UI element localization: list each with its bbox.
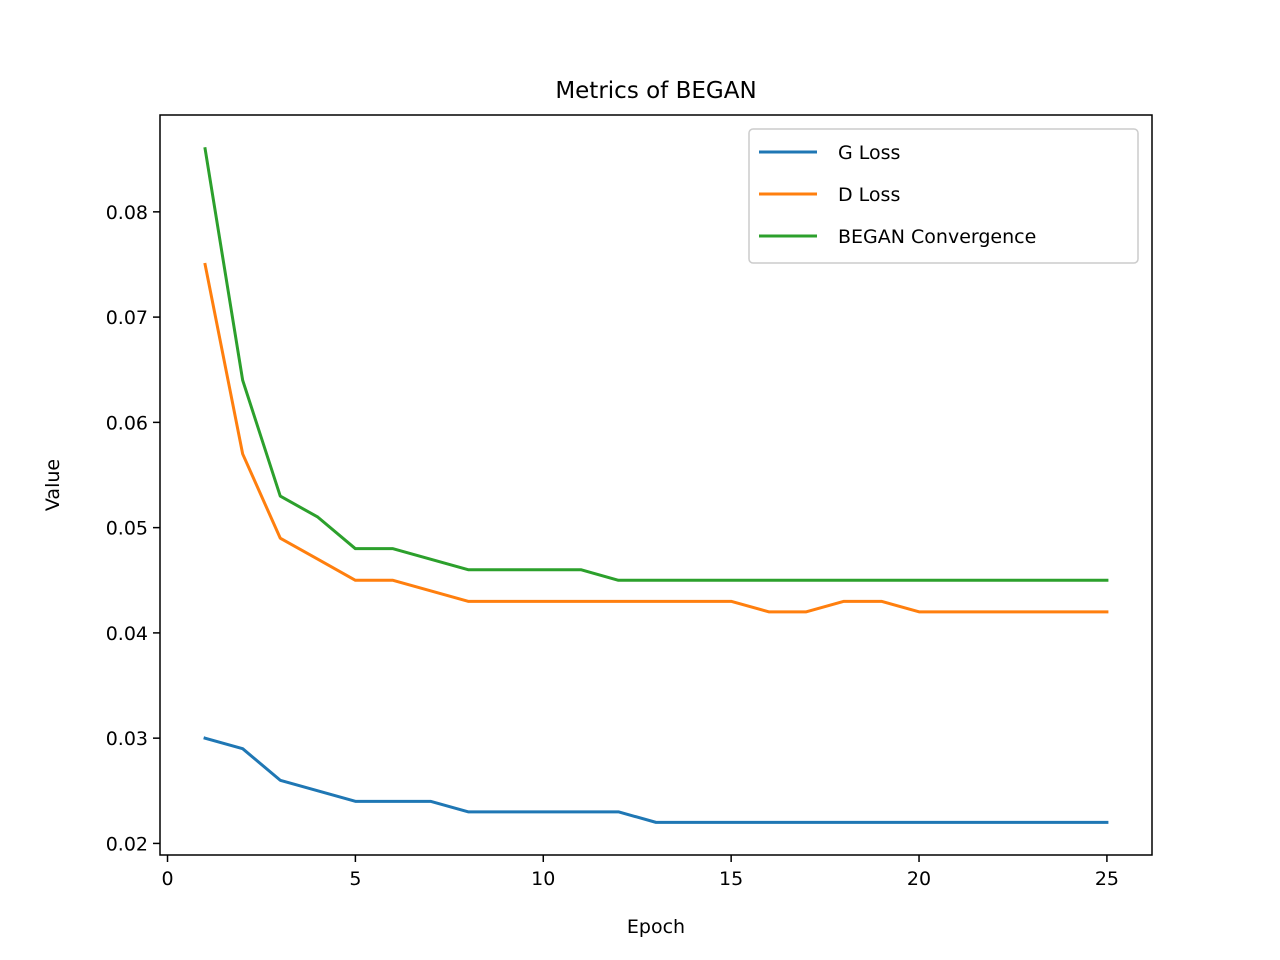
- legend-label-1: G Loss: [838, 142, 900, 164]
- x-tick-label: 25: [1095, 868, 1119, 890]
- x-tick-label: 20: [907, 868, 931, 890]
- legend: G Loss D Loss BEGAN Convergence: [748, 128, 1139, 264]
- y-tick-label: 0.04: [106, 623, 148, 645]
- series-line-2: [203, 262, 1109, 614]
- x-tick-label: 5: [349, 868, 361, 890]
- axis-ticks: 0 5 10 15 20 25 0.02 0.03 0.04 0.05 0.06 0.07 0.08: [106, 202, 1119, 890]
- legend-box: [748, 128, 1139, 264]
- x-tick-label: 15: [719, 868, 743, 890]
- y-tick-label: 0.06: [106, 412, 148, 434]
- x-tick-label: 0: [161, 868, 173, 890]
- y-tick-label: 0.02: [106, 833, 148, 855]
- legend-label-2: D Loss: [838, 184, 900, 206]
- y-tick-label: 0.08: [106, 202, 148, 224]
- x-axis-label: Epoch: [627, 916, 685, 938]
- axes-frame: [159, 114, 1153, 856]
- y-tick-label: 0.05: [106, 518, 148, 540]
- y-axis-label: Value: [42, 459, 64, 511]
- y-tick-label: 0.07: [106, 307, 148, 329]
- chart-title: Metrics of BEGAN: [555, 78, 756, 104]
- series-line-1: [203, 736, 1109, 824]
- legend-label-3: BEGAN Convergence: [838, 226, 1036, 248]
- series-line-3: [203, 146, 1109, 582]
- x-tick-label: 10: [531, 868, 555, 890]
- y-tick-label: 0.03: [106, 728, 148, 750]
